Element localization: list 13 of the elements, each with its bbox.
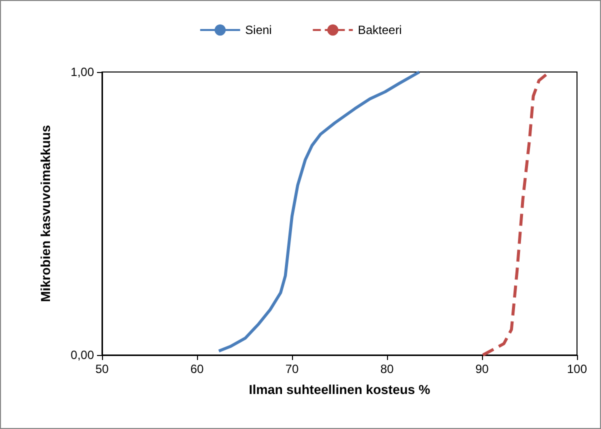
y-tick-label: 0,00 (70, 348, 94, 362)
x-tick-label: 50 (95, 362, 109, 376)
x-tick-label: 90 (475, 362, 489, 376)
x-axis-title: Ilman suhteellinen kosteus % (248, 382, 431, 397)
legend-label: Bakteeri (358, 23, 402, 37)
x-tick-label: 70 (285, 362, 299, 376)
y-tick-label: 1,00 (70, 65, 94, 79)
x-tick-label: 60 (190, 362, 204, 376)
x-tick-label: 100 (566, 362, 588, 376)
legend-label: Sieni (245, 23, 272, 37)
x-tick-label: 80 (380, 362, 394, 376)
y-axis-title: Mikrobien kasvuvoimakkuus (38, 124, 53, 302)
line-series (217, 70, 421, 353)
